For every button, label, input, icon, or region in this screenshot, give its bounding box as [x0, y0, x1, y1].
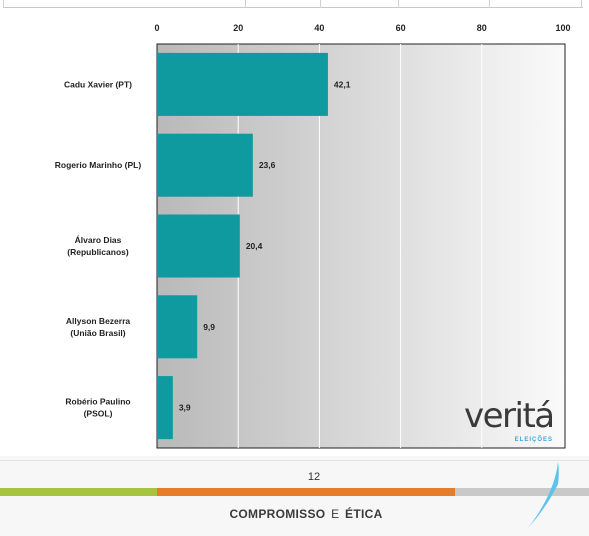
- bar-value-label: 20,4: [246, 241, 263, 251]
- bar: [157, 52, 328, 116]
- x-tick-label: 40: [314, 23, 324, 33]
- motto-connector: E: [331, 507, 340, 521]
- table-cell-divider: [245, 0, 246, 8]
- bar-value-label: 9,9: [203, 322, 215, 332]
- category-label: Cadu Xavier (PT): [64, 79, 132, 89]
- bar: [157, 376, 173, 440]
- footer-motto: COMPROMISSO E ÉTICA: [0, 507, 589, 521]
- category-label: Álvaro Dias: [75, 235, 122, 245]
- category-label: (Republicanos): [67, 247, 129, 257]
- bar-chart: 0 20 40 60 80 100 42,1 Cadu Xavier (PT) 23,6 Rog…: [0, 14, 589, 454]
- top-table-fragment: [3, 0, 583, 8]
- x-tick-label: 20: [233, 23, 243, 33]
- footer-divider: [0, 460, 589, 461]
- footer-stripe-gray: [455, 488, 589, 496]
- category-label: Allyson Bezerra: [66, 316, 131, 326]
- table-cell-divider: [581, 0, 582, 8]
- category-label: (PSOL): [84, 409, 113, 419]
- x-tick-label: 100: [555, 23, 570, 33]
- category-label: Robério Paulino: [65, 397, 130, 407]
- footer-stripe-orange: [157, 488, 455, 496]
- verita-logo: veritá ELEIÇÕES: [464, 399, 559, 449]
- bar-chart-svg: 0 20 40 60 80 100 42,1 Cadu Xavier (PT) 23,6 Rog…: [55, 23, 571, 449]
- motto-part2: ÉTICA: [345, 507, 383, 521]
- footer-stripe-green: [0, 488, 157, 496]
- category-label: Rogerio Marinho (PL): [55, 160, 142, 170]
- x-tick-label: 80: [477, 23, 487, 33]
- page-footer: 12 COMPROMISSO E ÉTICA: [0, 456, 589, 536]
- table-bottom-border: [3, 7, 583, 8]
- bar-value-label: 3,9: [179, 403, 191, 413]
- bar-value-label: 42,1: [334, 79, 351, 89]
- table-cell-divider: [320, 0, 321, 8]
- swoosh-logo-icon: [528, 462, 559, 528]
- table-cell-divider: [489, 0, 490, 8]
- motto-part1: COMPROMISSO: [229, 507, 326, 521]
- table-cell-divider: [398, 0, 399, 8]
- table-cell-divider: [3, 0, 4, 8]
- logo-subtitle: ELEIÇÕES: [514, 437, 553, 443]
- category-label: (União Brasil): [70, 328, 125, 338]
- x-tick-label: 60: [396, 23, 406, 33]
- logo-wordmark: veritá: [464, 396, 555, 436]
- bar: [157, 295, 198, 359]
- bar-value-label: 23,6: [259, 160, 276, 170]
- bar: [157, 133, 253, 197]
- bar: [157, 214, 240, 278]
- x-tick-label: 0: [154, 23, 159, 33]
- page-number: 12: [307, 471, 321, 483]
